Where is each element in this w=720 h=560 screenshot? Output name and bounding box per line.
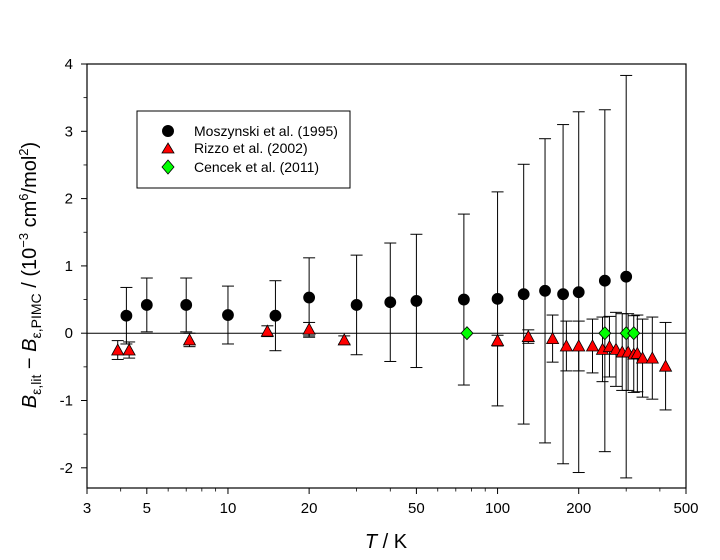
data-point-rizzo [490, 333, 505, 347]
data-point-rizzo [645, 351, 659, 364]
data-point-moszynski [180, 299, 193, 311]
data-point-moszynski [350, 299, 363, 311]
data-point-rizzo [658, 359, 673, 372]
data-point-rizzo [635, 351, 650, 364]
legend-box [136, 110, 351, 189]
x-tick-label: 20 [301, 500, 318, 517]
x-axis: 3 5 10 20 50 100 200 500 [83, 488, 699, 517]
data-point-moszynski [491, 292, 504, 305]
y-tick-label: -2 [60, 460, 73, 477]
data-point-rizzo [260, 324, 275, 337]
x-tick-label: 50 [408, 500, 425, 517]
data-point-rizzo [602, 339, 617, 353]
data-point-moszynski [457, 293, 470, 306]
legend: Moszynski et al. (1995) Rizzo et al. (20… [136, 110, 351, 189]
data-point-moszynski [120, 309, 133, 322]
x-tick-label: 200 [566, 500, 591, 517]
legend-label-moszynski: Moszynski et al. (1995) [194, 123, 338, 139]
data-point-moszynski [557, 288, 569, 301]
data-point-cencek [460, 326, 474, 341]
x-tick-label: 500 [673, 500, 698, 517]
data-point-moszynski [598, 274, 611, 287]
plot-frame [86, 63, 687, 489]
x-tick-label: 5 [143, 500, 151, 517]
y-tick-label: 3 [65, 123, 73, 140]
data-point-rizzo [337, 333, 351, 346]
legend-label-cencek: Cencek et al. (2011) [194, 159, 319, 175]
data-point-moszynski [620, 270, 633, 283]
x-tick-label: 3 [83, 500, 91, 517]
data-point-moszynski [410, 295, 423, 307]
data-point-moszynski [269, 309, 282, 322]
data-point-cencek [627, 326, 641, 341]
y-tick-label: 0 [65, 325, 73, 342]
data-point-rizzo [559, 339, 574, 352]
data-point-rizzo [302, 322, 316, 335]
x-axis-title: T / K [365, 531, 408, 553]
data-point-moszynski [303, 291, 316, 304]
y-axis-title: Bε,lit − Bε,PIMC / (10−3 cm6/mol2) [16, 142, 44, 408]
data-markers [111, 270, 673, 372]
legend-marker-moszynski [162, 125, 174, 137]
data-point-rizzo [572, 339, 586, 352]
data-point-moszynski [572, 286, 585, 299]
legend-marker-rizzo [161, 142, 175, 154]
x-tick-label: 10 [220, 500, 237, 517]
x-tick-label: 100 [485, 500, 510, 517]
data-point-rizzo [111, 343, 125, 356]
y-tick-label: 4 [65, 56, 73, 73]
data-point-rizzo [545, 331, 560, 344]
data-point-cencek [598, 326, 612, 341]
data-point-moszynski [140, 299, 153, 311]
legend-label-rizzo: Rizzo et al. (2002) [194, 140, 308, 156]
data-point-moszynski [384, 296, 397, 309]
y-axis: -2 -1 0 1 2 3 4 [60, 56, 87, 477]
data-point-moszynski [222, 309, 234, 321]
data-point-moszynski [539, 284, 551, 297]
y-tick-label: -1 [60, 393, 73, 410]
data-point-rizzo [585, 339, 600, 352]
y-tick-label: 1 [65, 258, 73, 275]
data-point-moszynski [517, 288, 530, 301]
y-tick-label: 2 [65, 191, 73, 208]
legend-marker-cencek [161, 159, 175, 175]
data-point-rizzo [182, 333, 197, 346]
data-point-rizzo [122, 343, 136, 356]
data-point-rizzo [521, 329, 535, 342]
